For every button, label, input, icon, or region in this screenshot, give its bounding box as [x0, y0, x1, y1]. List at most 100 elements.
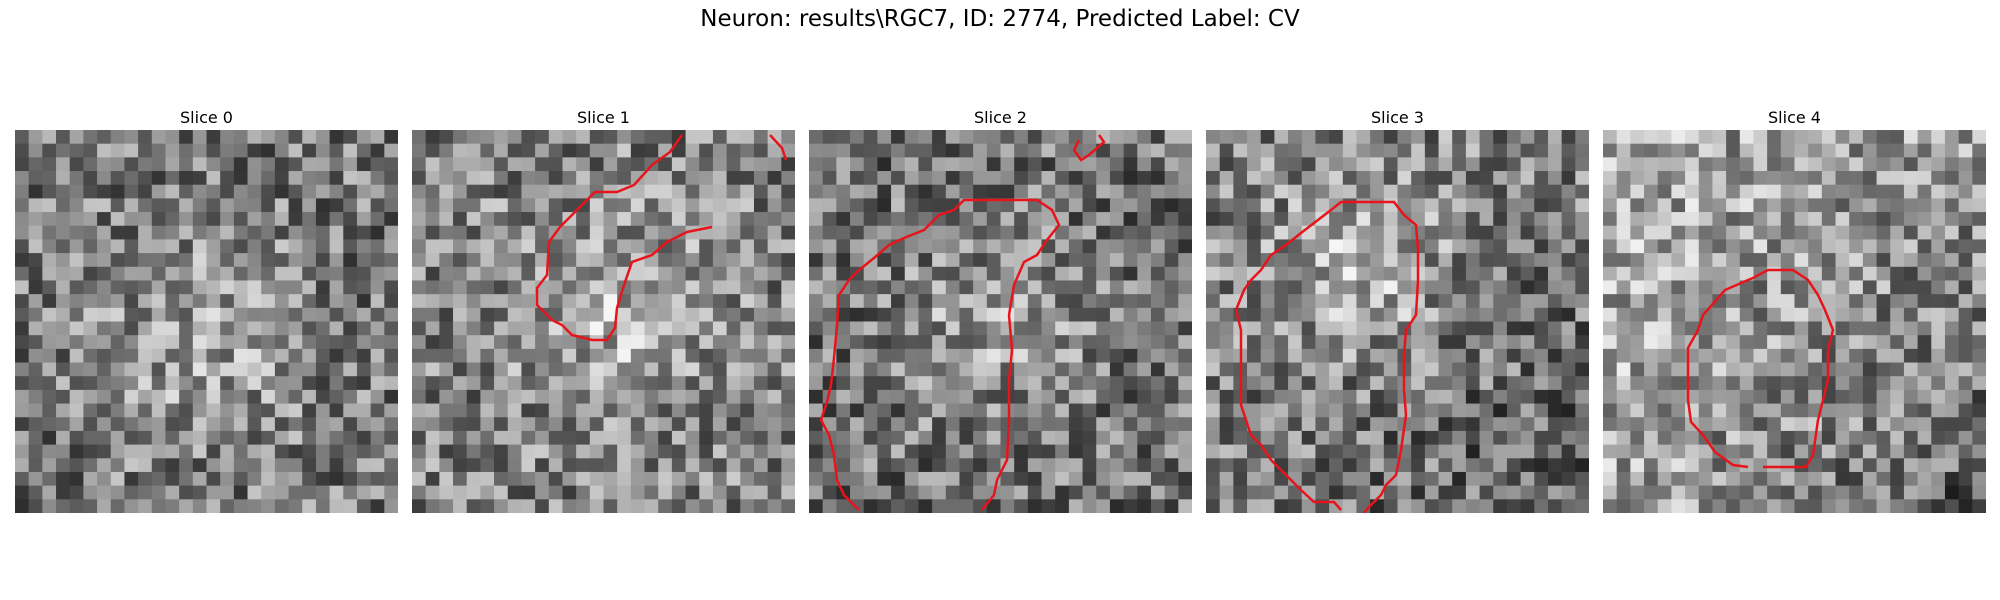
image-pixel: [1000, 485, 1015, 500]
image-pixel: [1479, 376, 1494, 391]
image-pixel: [1726, 499, 1741, 513]
image-pixel: [1274, 417, 1289, 432]
image-pixel: [836, 184, 851, 199]
image-pixel: [466, 253, 481, 268]
image-pixel: [56, 253, 71, 268]
image-pixel: [1506, 403, 1522, 418]
image-pixel: [439, 294, 454, 309]
image-pixel: [1096, 239, 1111, 254]
image-pixel: [1178, 253, 1192, 268]
image-pixel: [1726, 430, 1741, 446]
image-pixel: [1465, 376, 1481, 391]
image-pixel: [1657, 198, 1672, 213]
image-pixel: [589, 130, 605, 145]
image-pixel: [1109, 171, 1125, 186]
image-pixel: [1150, 130, 1166, 145]
image-pixel: [1109, 130, 1125, 145]
image-pixel: [69, 321, 84, 336]
image-pixel: [603, 280, 618, 295]
image-pixel: [384, 130, 398, 145]
image-pixel: [1329, 266, 1344, 282]
image-pixel: [165, 184, 180, 199]
image-pixel: [836, 403, 851, 418]
image-pixel: [1808, 225, 1823, 241]
image-pixel: [1685, 184, 1700, 199]
image-pixel: [1821, 417, 1837, 432]
image-pixel: [42, 458, 57, 473]
image-pixel: [466, 417, 481, 432]
image-pixel: [83, 417, 98, 432]
image-pixel: [1835, 444, 1850, 459]
image-pixel: [1767, 458, 1782, 473]
image-pixel: [1862, 444, 1878, 459]
image-pixel: [302, 417, 317, 432]
image-pixel: [1137, 212, 1152, 227]
image-pixel: [42, 321, 57, 336]
image-pixel: [1575, 143, 1589, 158]
image-pixel: [1630, 389, 1645, 405]
image-pixel: [1958, 389, 1973, 405]
image-pixel: [1644, 239, 1659, 254]
image-pixel: [658, 294, 673, 309]
image-pixel: [1876, 307, 1891, 323]
image-pixel: [1534, 294, 1549, 309]
image-pixel: [206, 403, 221, 418]
image-pixel: [453, 471, 468, 487]
image-pixel: [1685, 485, 1700, 500]
image-pixel: [1958, 485, 1973, 500]
image-pixel: [1137, 171, 1152, 186]
image-pixel: [42, 417, 57, 432]
image-pixel: [1055, 471, 1070, 487]
image-pixel: [1917, 157, 1932, 172]
image-pixel: [69, 499, 84, 513]
image-pixel: [1944, 321, 1960, 336]
image-pixel: [1027, 499, 1043, 513]
image-pixel: [220, 212, 235, 227]
image-pixel: [767, 321, 782, 336]
image-pixel: [809, 458, 824, 473]
image-pixel: [247, 376, 262, 391]
image-pixel: [370, 253, 385, 268]
image-pixel: [1876, 239, 1891, 254]
image-pixel: [425, 143, 440, 158]
image-pixel: [288, 417, 303, 432]
image-pixel: [1260, 171, 1275, 186]
image-pixel: [247, 471, 262, 487]
image-pixel: [1821, 171, 1837, 186]
image-pixel: [165, 376, 180, 391]
image-pixel: [1397, 266, 1412, 282]
image-pixel: [1260, 499, 1275, 513]
image-pixel: [1603, 389, 1618, 405]
image-pixel: [1780, 335, 1796, 350]
image-pixel: [1041, 471, 1056, 487]
image-pixel: [480, 362, 495, 377]
image-pixel: [1890, 485, 1905, 500]
image-pixel: [726, 458, 741, 473]
image-pixel: [370, 184, 385, 199]
image-pixel: [1465, 143, 1481, 158]
image-pixel: [1000, 362, 1015, 377]
image-pixel: [453, 171, 468, 186]
image-pixel: [726, 143, 741, 158]
image-pixel: [453, 499, 468, 513]
image-pixel: [1520, 171, 1535, 186]
image-pixel: [1383, 130, 1399, 145]
image-pixel: [740, 280, 755, 295]
image-pixel: [973, 280, 988, 295]
image-pixel: [1041, 294, 1056, 309]
image-pixel: [576, 212, 591, 227]
image-pixel: [809, 335, 824, 350]
image-pixel: [986, 253, 1002, 268]
image-pixel: [1616, 335, 1631, 350]
image-pixel: [1835, 171, 1850, 186]
image-pixel: [384, 417, 398, 432]
image-pixel: [1657, 225, 1672, 241]
image-pixel: [1383, 348, 1399, 364]
image-pixel: [932, 171, 947, 186]
image-pixel: [1014, 198, 1029, 213]
image-pixel: [124, 389, 139, 405]
image-pixel: [1876, 376, 1891, 391]
image-pixel: [1014, 376, 1029, 391]
image-pixel: [535, 307, 550, 323]
image-pixel: [1753, 253, 1768, 268]
